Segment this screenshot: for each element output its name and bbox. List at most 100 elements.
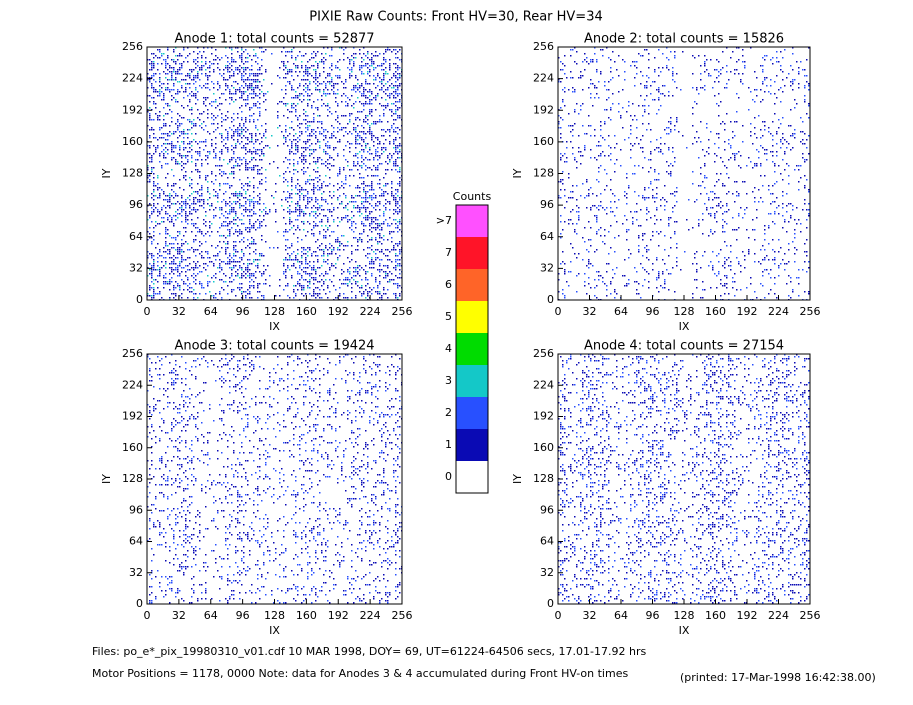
x-axis-label: IX: [679, 320, 690, 333]
colorbar-cell: [456, 333, 488, 365]
y-tick-label: 192: [533, 103, 554, 116]
panel-title: Anode 3: total counts = 19424: [174, 339, 374, 354]
x-tick-label: 0: [144, 305, 151, 318]
y-tick-label: 224: [122, 72, 143, 85]
colorbar-label: 3: [445, 374, 452, 387]
y-tick-label: 160: [122, 135, 143, 148]
colorbar-cell: [456, 237, 488, 269]
pixel-texture: [558, 354, 810, 604]
footer-files: Files: po_e*_pix_19980310_v01.cdf 10 MAR…: [92, 645, 646, 658]
footer-motor: Motor Positions = 1178, 0000 Note: data …: [92, 667, 628, 680]
x-tick-label: 256: [392, 609, 413, 622]
pixel-texture: [558, 354, 810, 604]
plot-frame: [557, 353, 811, 605]
x-tick-label: 0: [555, 609, 562, 622]
colorbar-cell: [456, 365, 488, 397]
x-tick-label: 32: [583, 609, 597, 622]
y-tick-label: 192: [533, 410, 554, 423]
colorbar-label: 5: [445, 310, 452, 323]
y-tick-label: 160: [533, 135, 554, 148]
x-tick-label: 160: [705, 305, 726, 318]
colorbar-label: 2: [445, 406, 452, 419]
x-tick-label: 32: [172, 609, 186, 622]
y-tick-label: 128: [122, 167, 143, 180]
y-tick-label: 96: [129, 503, 143, 516]
x-tick-label: 160: [705, 609, 726, 622]
x-tick-label: 224: [768, 305, 789, 318]
x-axis-label: IX: [269, 624, 280, 637]
x-tick-label: 32: [583, 305, 597, 318]
x-tick-label: 192: [328, 305, 349, 318]
y-tick-label: 32: [129, 566, 143, 579]
y-axis-label: IY: [100, 168, 113, 178]
y-tick-label: 160: [122, 441, 143, 454]
x-tick-label: 96: [646, 305, 660, 318]
colorbar-label: 0: [445, 470, 452, 483]
y-tick-label: 0: [547, 293, 554, 306]
y-tick-label: 32: [540, 566, 554, 579]
colorbar-label: >7: [436, 214, 452, 227]
pixel-texture: [147, 47, 403, 301]
y-axis-label: IY: [100, 474, 113, 484]
x-tick-label: 0: [144, 609, 151, 622]
y-tick-label: 224: [533, 72, 554, 85]
y-tick-label: 128: [122, 472, 143, 485]
x-tick-label: 64: [204, 609, 218, 622]
y-axis-label: IY: [511, 474, 524, 484]
footer-printed: (printed: 17-Mar-1998 16:42:38.00): [680, 671, 876, 684]
y-axis-label: IY: [511, 168, 524, 178]
colorbar-cell: [456, 461, 488, 493]
x-tick-label: 32: [172, 305, 186, 318]
y-tick-label: 160: [533, 441, 554, 454]
colorbar-cell: [456, 429, 488, 461]
colorbar-cell: [456, 205, 488, 237]
y-tick-label: 192: [122, 410, 143, 423]
y-tick-label: 128: [533, 167, 554, 180]
x-tick-label: 192: [737, 609, 758, 622]
x-tick-label: 224: [360, 305, 381, 318]
x-tick-label: 160: [296, 609, 317, 622]
y-tick-label: 192: [122, 103, 143, 116]
y-tick-label: 256: [533, 40, 554, 53]
colorbar-cell: [456, 301, 488, 333]
y-tick-label: 96: [129, 198, 143, 211]
x-tick-label: 128: [674, 305, 695, 318]
x-tick-label: 192: [737, 305, 758, 318]
colorbar-cell: [456, 397, 488, 429]
x-tick-label: 0: [555, 305, 562, 318]
colorbar-label: 4: [445, 342, 452, 355]
plot-frame: [557, 46, 811, 301]
x-tick-label: 96: [236, 305, 250, 318]
y-tick-label: 32: [129, 261, 143, 274]
panel-title: Anode 1: total counts = 52877: [174, 32, 374, 47]
y-tick-label: 64: [540, 535, 554, 548]
y-tick-label: 128: [533, 472, 554, 485]
y-tick-label: 64: [129, 230, 143, 243]
x-tick-label: 256: [800, 305, 821, 318]
panel-title: Anode 4: total counts = 27154: [584, 339, 784, 354]
colorbar-title: Counts: [453, 190, 492, 203]
y-tick-label: 224: [533, 378, 554, 391]
x-tick-label: 256: [392, 305, 413, 318]
pixel-texture: [558, 47, 810, 301]
y-tick-label: 0: [136, 293, 143, 306]
page-title: PIXIE Raw Counts: Front HV=30, Rear HV=3…: [309, 10, 603, 25]
colorbar-cell: [456, 269, 488, 301]
x-tick-label: 128: [674, 609, 695, 622]
y-tick-label: 256: [122, 347, 143, 360]
x-axis-label: IX: [679, 624, 690, 637]
y-tick-label: 0: [547, 597, 554, 610]
x-tick-label: 128: [264, 305, 285, 318]
colorbar-frame: [455, 204, 489, 494]
y-tick-label: 96: [540, 198, 554, 211]
x-tick-label: 64: [614, 305, 628, 318]
pixel-texture: [147, 47, 403, 301]
x-tick-label: 192: [328, 609, 349, 622]
y-tick-label: 0: [136, 597, 143, 610]
y-tick-label: 96: [540, 503, 554, 516]
colorbar-label: 1: [445, 438, 452, 451]
y-tick-label: 256: [533, 347, 554, 360]
plot-frame: [146, 46, 403, 301]
x-tick-label: 96: [646, 609, 660, 622]
